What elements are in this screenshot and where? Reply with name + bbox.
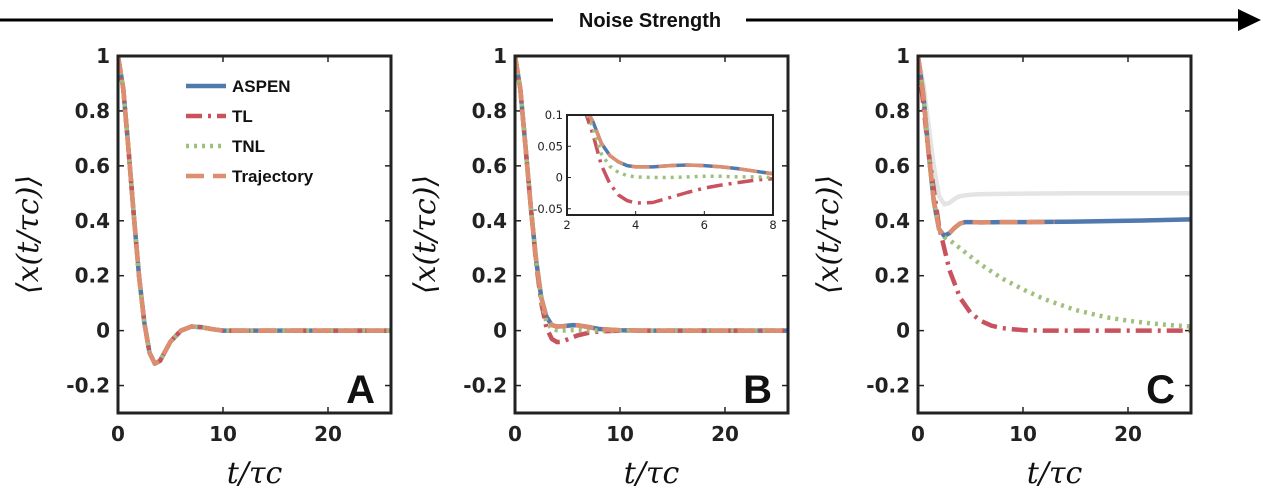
plot-frame	[916, 54, 1193, 415]
y-tick-label: 0.2	[75, 264, 110, 288]
y-tick-label: 0	[96, 319, 110, 343]
inset-y-tick-label: 0.05	[537, 139, 563, 153]
inset-plot: -0.05 0 0.05 0.1 2 4 6 8	[533, 108, 776, 232]
legend-label-trajectory: Trajectory	[232, 167, 314, 186]
y-tick-label: 0.6	[472, 154, 507, 178]
y-tick-label: 0.8	[875, 99, 910, 123]
y-tick-label: 0.6	[75, 154, 110, 178]
y-tick-label: -0.2	[463, 374, 507, 398]
plot-frame	[116, 54, 393, 415]
y-tick-label: 0	[896, 319, 910, 343]
series-line-trajectory	[515, 56, 788, 333]
x-tick-label: 0	[911, 422, 925, 446]
inset-frame	[566, 114, 774, 216]
y-tick-label: 0.8	[75, 99, 110, 123]
noise-strength-banner: Noise Strength	[0, 9, 1261, 32]
y-tick-label: 1	[896, 44, 910, 68]
y-axis-label: ⟨x(t/τc)⟩	[811, 175, 846, 294]
x-tick-label: 20	[711, 422, 739, 446]
panel-a: -0.200.20.40.60.810 10 20At/τc⟨x(t/τc)⟩ASP…	[11, 44, 393, 489]
inset-series-line-tl	[584, 115, 773, 205]
panel-letter: B	[743, 368, 772, 412]
banner-arrow-head	[1238, 9, 1261, 31]
y-axis-label: ⟨x(t/τc)⟩	[11, 175, 46, 294]
y-tick-label: 0.4	[875, 209, 910, 233]
y-axis-label: ⟨x(t/τc)⟩	[408, 175, 443, 294]
series-group	[515, 56, 788, 345]
y-tick-label: 0.6	[875, 154, 910, 178]
inset-y-tick-label: -0.05	[533, 202, 563, 216]
series-group	[118, 56, 391, 366]
inset-x-tick-label: 6	[701, 218, 708, 232]
y-tick-label: 1	[493, 44, 507, 68]
series-line-aspen	[118, 56, 391, 366]
inset-series-line-aspen	[587, 115, 773, 176]
panels: -0.200.20.40.60.810 10 20At/τc⟨x(t/τc)⟩ASP…	[11, 44, 1193, 489]
series-line-tl	[918, 56, 1191, 333]
reference-curve	[918, 56, 1191, 207]
y-tick-label: -0.2	[866, 374, 910, 398]
panel-letter: C	[1146, 368, 1175, 412]
series-line-trajectory	[918, 56, 1055, 239]
x-tick-label: 10	[209, 422, 237, 446]
inset-x-tick-label: 8	[769, 218, 776, 232]
x-tick-label: 20	[314, 422, 342, 446]
banner-label: Noise Strength	[579, 10, 721, 32]
inset-x-tick-label: 2	[563, 218, 570, 232]
y-tick-label: 0	[493, 319, 507, 343]
legend-label-tl: TL	[232, 107, 253, 126]
y-tick-label: 1	[96, 44, 110, 68]
y-tick-label: 0.8	[472, 99, 507, 123]
y-tick-label: 0.4	[75, 209, 110, 233]
inset-x-tick-label: 4	[632, 218, 639, 232]
y-tick-label: -0.2	[66, 374, 110, 398]
y-tick-label: 0.2	[875, 264, 910, 288]
series-group	[918, 56, 1191, 333]
x-axis-label: t/τc	[1027, 456, 1083, 489]
legend-label-aspen: ASPEN	[232, 77, 291, 96]
series-line-tnl	[118, 56, 391, 366]
series-line-aspen	[918, 56, 1191, 239]
plot-frame	[513, 54, 790, 415]
x-tick-label: 20	[1114, 422, 1142, 446]
y-tick-label: 0.2	[472, 264, 507, 288]
inset-series-group	[584, 115, 773, 205]
legend-label-tnl: TNL	[232, 137, 265, 156]
legend: ASPEN TL TNL Trajectory	[186, 77, 314, 186]
x-tick-label: 0	[508, 422, 522, 446]
panel-letter: A	[346, 368, 375, 412]
series-line-tl	[118, 56, 391, 366]
x-axis-label: t/τc	[624, 456, 680, 489]
inset-y-tick-label: 0.1	[545, 108, 563, 122]
y-tick-label: 0.4	[472, 209, 507, 233]
x-tick-label: 0	[111, 422, 125, 446]
inset-y-tick-label: 0	[556, 171, 563, 185]
x-axis-label: t/τc	[227, 456, 283, 489]
series-line-trajectory	[118, 56, 391, 366]
x-tick-label: 10	[606, 422, 634, 446]
x-tick-label: 10	[1009, 422, 1037, 446]
